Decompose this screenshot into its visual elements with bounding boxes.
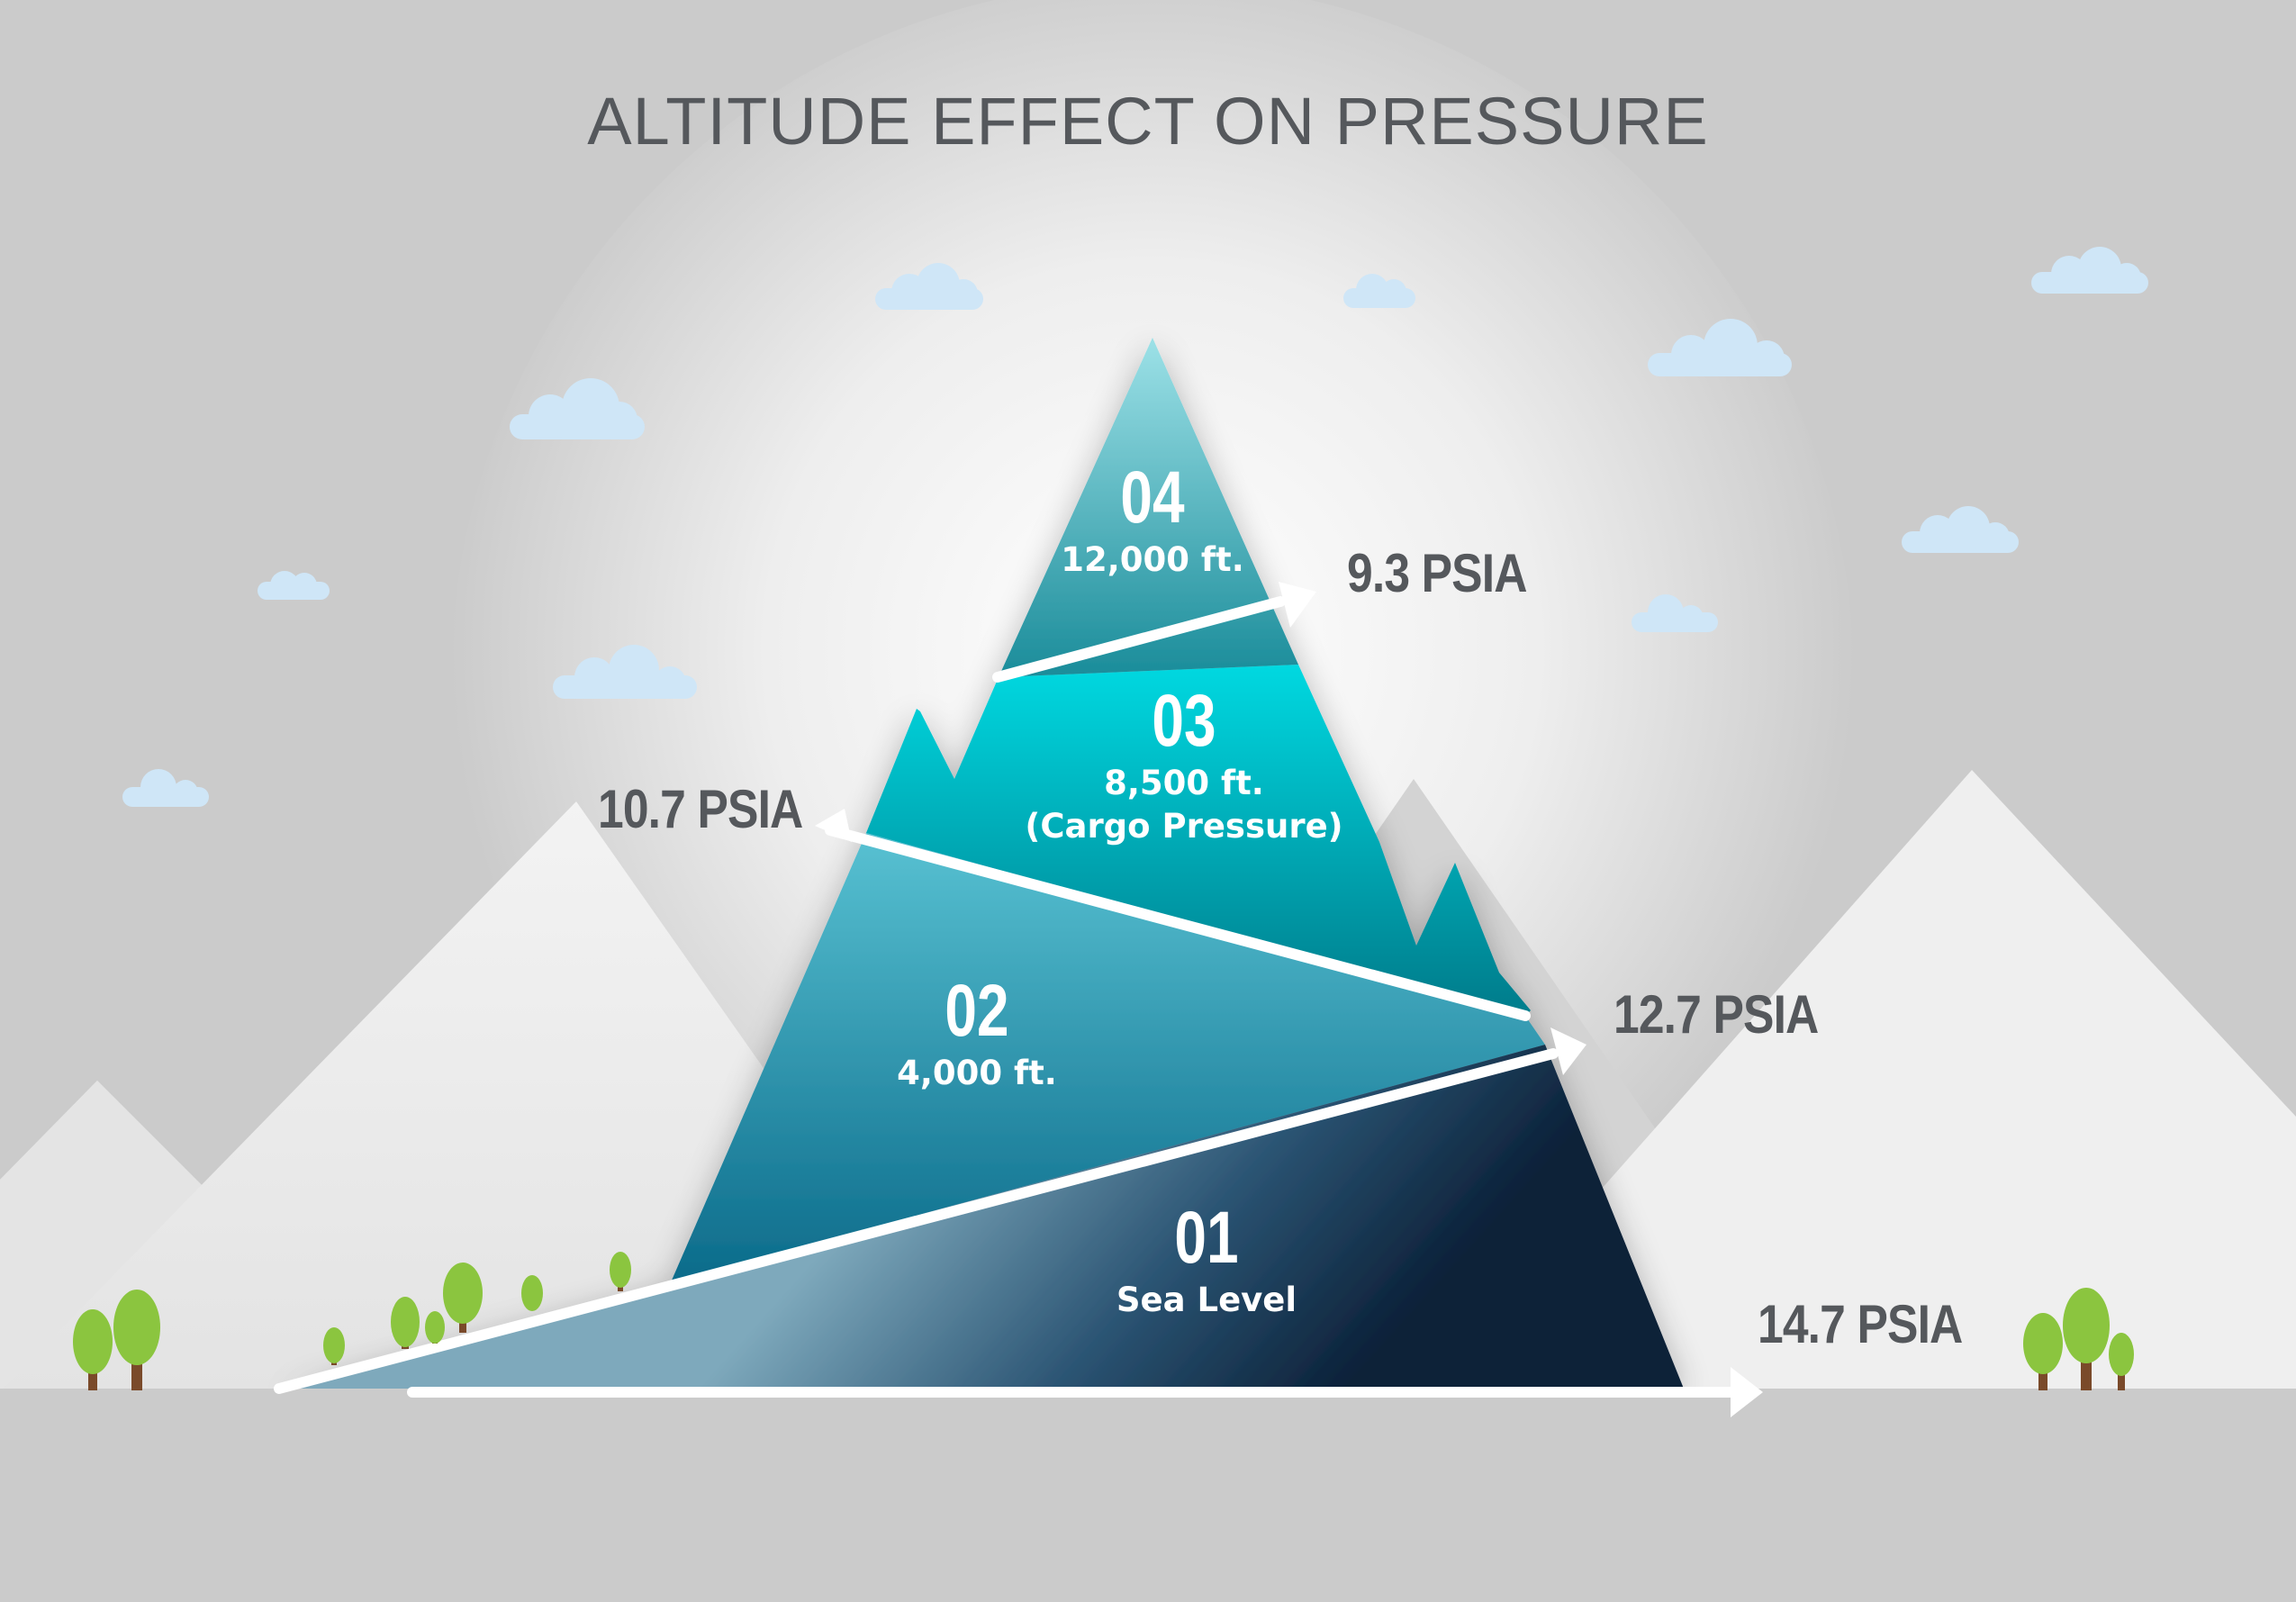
- tree-icon: [2109, 1333, 2134, 1390]
- tree-icon: [521, 1275, 543, 1311]
- zone-altitude: 12,000 ft.: [1061, 540, 1244, 579]
- tree-icon: [2023, 1313, 2063, 1390]
- tree-icon: [425, 1311, 445, 1344]
- page-title: ALTITUDE EFFECT ON PRESSURE: [587, 84, 1709, 158]
- zone-note: (Cargo Pressure): [1025, 807, 1343, 846]
- zone-03-label: 03 8,500 ft. (Cargo Pressure): [990, 681, 1378, 848]
- ground: [0, 1389, 2296, 1602]
- cloud-icon: [553, 645, 697, 699]
- tree-icon: [2063, 1288, 2110, 1390]
- zone-altitude: 8,500 ft.: [1104, 764, 1264, 802]
- cloud-icon: [2031, 247, 2148, 294]
- trees: [73, 1252, 2134, 1390]
- arrow-12-7: [274, 1048, 1559, 1394]
- cloud-icon: [122, 769, 209, 807]
- zone-altitude: Sea Level: [1116, 1281, 1297, 1319]
- cloud-icon: [1902, 506, 2019, 553]
- pressure-label: 12.7 PSIA: [1614, 984, 1819, 1045]
- tree-icon: [391, 1297, 420, 1349]
- clouds: [122, 247, 2148, 807]
- zone-altitude: 4,000 ft.: [897, 1054, 1057, 1092]
- zone-02-band: [671, 833, 1545, 1282]
- zone-04-band: [999, 338, 1298, 677]
- zone-04-label: 04 12,000 ft.: [999, 457, 1306, 582]
- pressure-label: 14.7 PSIA: [1758, 1294, 1963, 1354]
- zone-number: 02: [945, 970, 1009, 1052]
- zone-01-label: 01 Sea Level: [1062, 1198, 1351, 1322]
- cloud-icon: [1343, 274, 1415, 308]
- pressure-label: 10.7 PSIA: [598, 779, 803, 839]
- zone-03-band: [866, 665, 1531, 1016]
- cloud-icon: [1648, 319, 1792, 376]
- cloud-icon: [875, 263, 983, 310]
- zone-01-band: [279, 1045, 1684, 1389]
- tree-icon: [73, 1309, 113, 1390]
- cloud-icon: [1632, 594, 1718, 632]
- tree-icon: [323, 1327, 345, 1365]
- cloud-icon: [510, 378, 645, 439]
- arrow-9-3: [992, 596, 1286, 683]
- arrow-10-7: [825, 825, 1531, 1021]
- tree-icon: [113, 1290, 160, 1390]
- altitude-mountain: [279, 338, 1684, 1389]
- tree-icon: [443, 1263, 483, 1333]
- zone-number: 04: [1120, 457, 1185, 539]
- cloud-icon: [258, 571, 330, 600]
- zone-number: 03: [1152, 680, 1216, 762]
- tree-icon: [610, 1252, 631, 1291]
- zone-02-label: 02 4,000 ft.: [837, 971, 1116, 1095]
- zone-number: 01: [1174, 1197, 1239, 1279]
- pressure-label: 9.3 PSIA: [1347, 543, 1527, 603]
- arrow-heads: [815, 582, 1763, 1417]
- pressure-arrows: [274, 596, 1743, 1398]
